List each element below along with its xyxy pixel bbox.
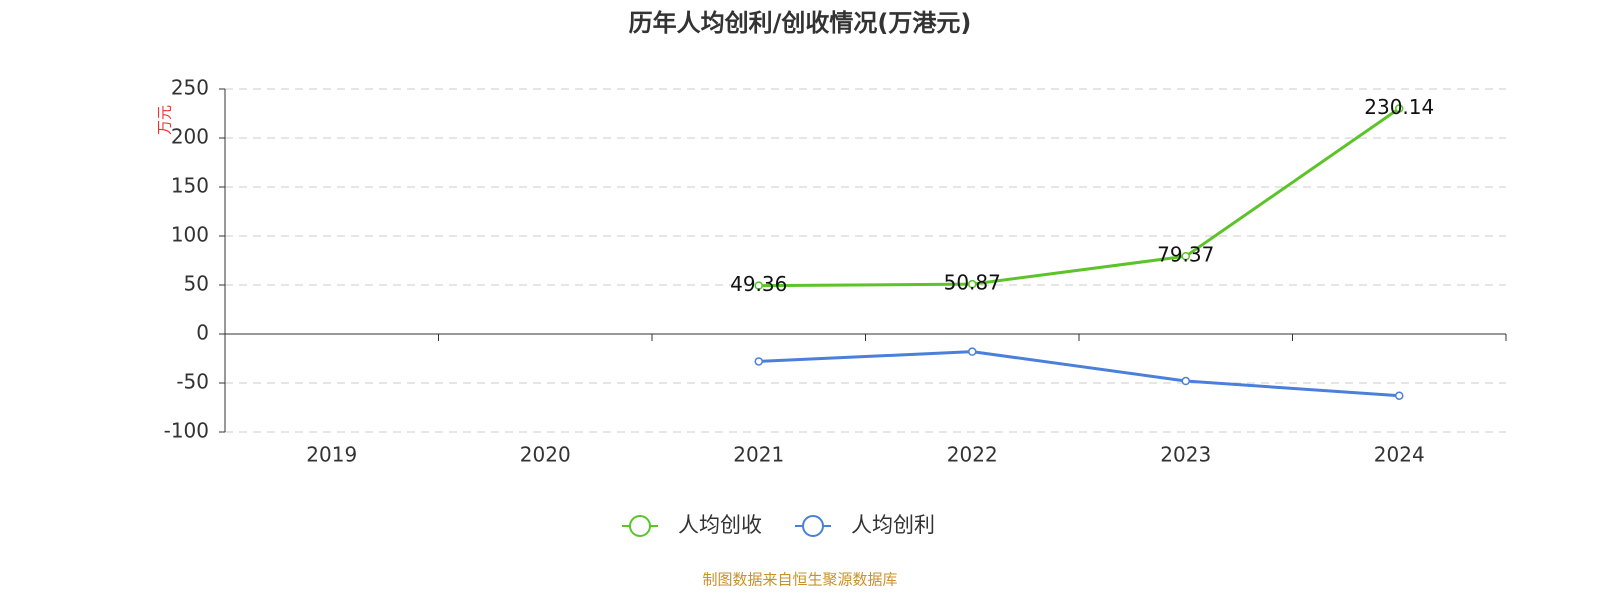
y-tick-label: 50 [184, 272, 209, 296]
legend-label: 人均创利 [851, 513, 935, 537]
legend-marker [629, 515, 651, 537]
y-tick-label: 250 [171, 76, 209, 100]
data-point [754, 281, 763, 290]
source-note: 制图数据来自恒生聚源数据库 [702, 571, 897, 589]
y-tick-label: 0 [196, 321, 209, 345]
x-tick-label: 2021 [733, 443, 784, 467]
y-tick-label: 200 [171, 125, 209, 149]
legend-marker [802, 515, 824, 537]
series-line [758, 107, 1401, 288]
y-tick-label: -50 [176, 370, 209, 394]
data-point [1181, 376, 1190, 386]
data-point [1395, 391, 1404, 400]
data-point [1181, 251, 1190, 261]
data-point [968, 279, 977, 289]
legend-label: 人均创收 [678, 513, 762, 537]
x-tick-label: 2019 [306, 443, 357, 467]
chart-title: 历年人均创利/创收情况(万港元) [629, 9, 972, 37]
y-tick-label: 150 [171, 174, 209, 198]
data-label: 230.14 [1364, 95, 1434, 119]
y-tick-label: -100 [164, 419, 209, 443]
x-tick-label: 2020 [520, 443, 571, 467]
data-point [968, 347, 977, 356]
data-point [1395, 104, 1404, 113]
data-label: 50.87 [944, 271, 1001, 295]
y-axis-label: 万元 [156, 105, 174, 135]
data-label: 79.37 [1157, 243, 1214, 267]
y-tick-label: 100 [171, 223, 209, 247]
x-tick-label: 2024 [1374, 443, 1425, 467]
series-line [758, 350, 1400, 398]
data-point [754, 357, 763, 366]
x-tick-label: 2022 [947, 443, 998, 467]
data-label: 49.36 [730, 272, 787, 296]
x-tick-label: 2023 [1160, 443, 1211, 467]
